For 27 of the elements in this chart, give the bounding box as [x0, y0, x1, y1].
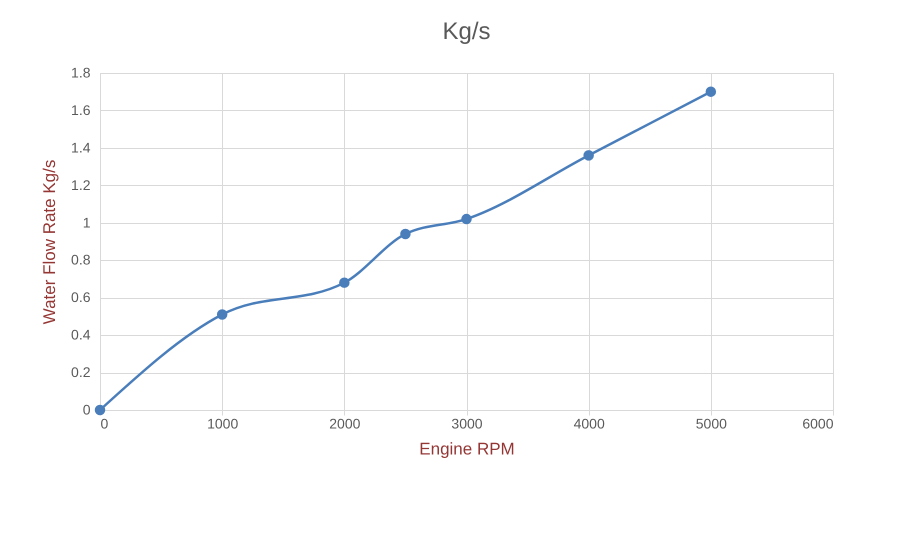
y-tick-label: 0 — [82, 402, 91, 418]
x-tick-label: 2000 — [329, 416, 361, 432]
x-tick-label: 3000 — [451, 416, 483, 432]
y-tick-label: 0.2 — [71, 364, 91, 380]
y-axis-title: Water Flow Rate Kg/s — [40, 160, 60, 324]
y-tick-label: 1 — [82, 214, 91, 230]
y-tick-label: 1.8 — [71, 64, 91, 80]
y-tick-label: 0.4 — [71, 326, 91, 343]
point — [94, 404, 106, 416]
point — [216, 309, 228, 320]
point — [400, 228, 411, 240]
x-tick-label: 5000 — [696, 416, 728, 432]
x-tick-label: 4000 — [574, 416, 605, 432]
x-tick-label: 1000 — [207, 416, 238, 432]
y-tick-label: 1.6 — [71, 102, 91, 118]
point — [583, 150, 594, 161]
point — [706, 86, 716, 97]
x-tick-label: 0 — [100, 416, 108, 432]
y-tick-label: 0.6 — [71, 289, 91, 306]
x-axis-title: Engine RPM — [419, 440, 515, 458]
y-tick-label: 1.2 — [71, 176, 91, 193]
point — [461, 214, 472, 224]
chart-title: Kg/s — [442, 18, 491, 45]
y-tick-label: 1.4 — [71, 139, 91, 156]
point — [339, 277, 350, 288]
x-tick-label: 6000 — [802, 416, 834, 432]
y-tick-label: 0.8 — [71, 252, 91, 268]
